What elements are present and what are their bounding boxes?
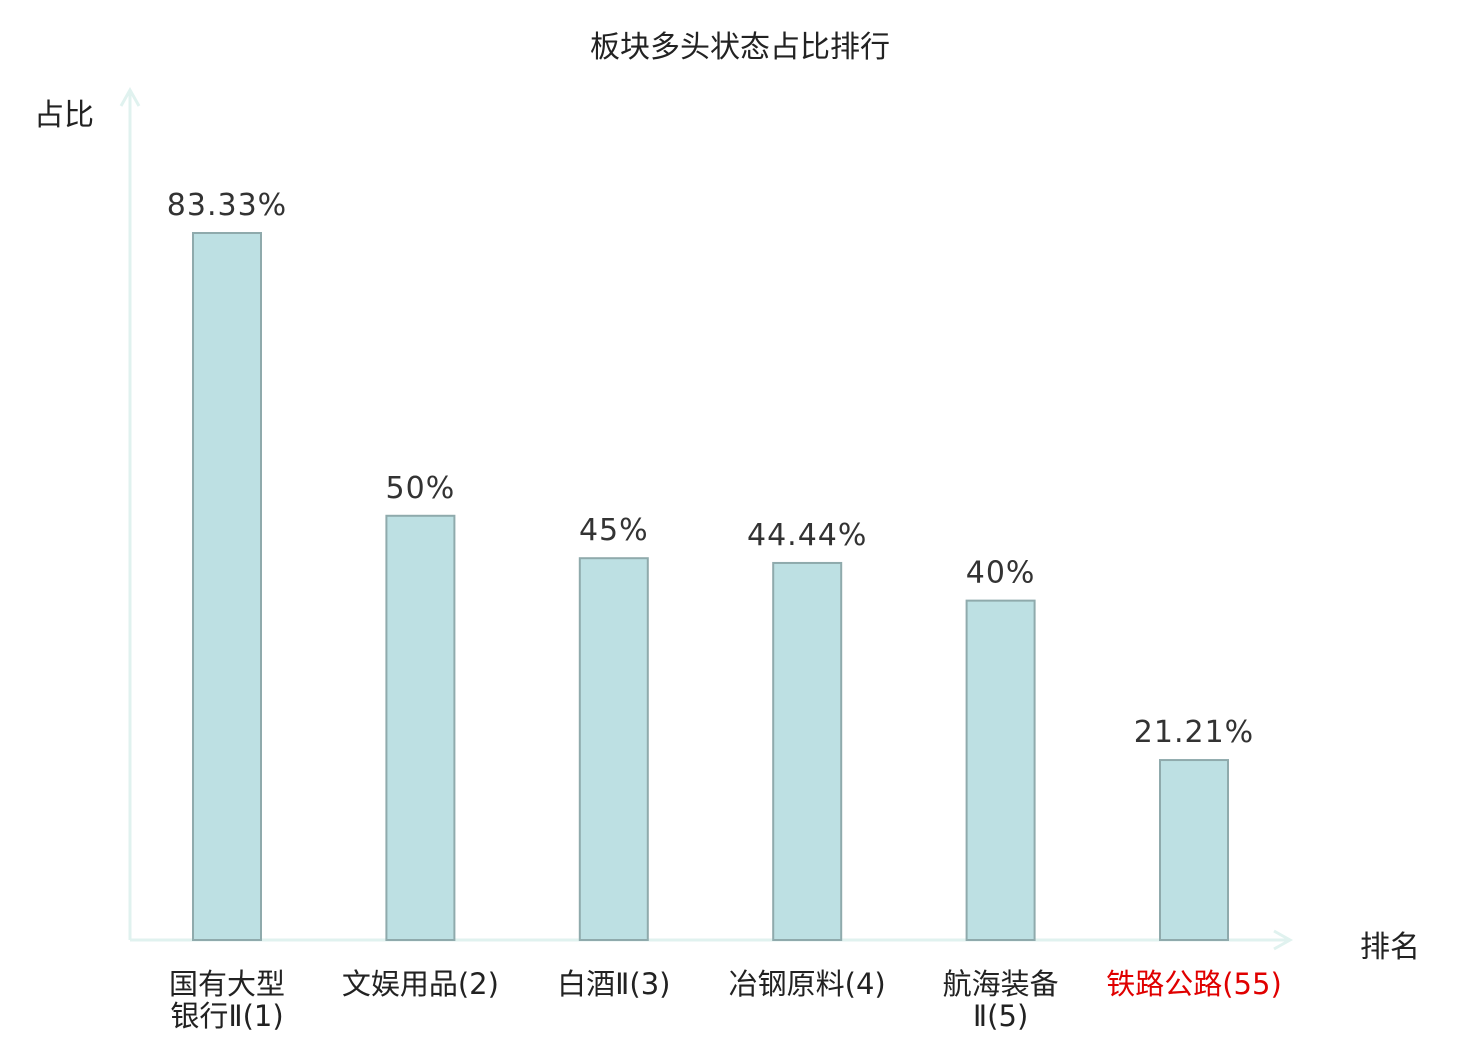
x-axis-label: 排名 (1360, 930, 1420, 965)
bar-value-label: 50% (386, 471, 456, 506)
x-tick-label: 航海装备 (943, 967, 1059, 1001)
bar-value-label: 83.33% (167, 188, 287, 223)
y-axis-arrow (119, 86, 141, 107)
bar (385, 514, 456, 941)
x-tick-label: 白酒Ⅱ(3) (557, 967, 670, 1001)
x-tick-label: Ⅱ(5) (973, 999, 1028, 1033)
bar (1159, 759, 1229, 942)
bar (772, 561, 843, 941)
y-axis-label: 占比 (34, 98, 94, 133)
x-tick-label: 文娱用品(2) (342, 967, 499, 1001)
x-tick-label: 银行Ⅱ(1) (170, 999, 283, 1033)
bar-value-label: 44.44% (747, 518, 867, 553)
x-tick-label: 铁路公路(55) (1106, 967, 1282, 1001)
bar-value-label: 21.21% (1134, 715, 1254, 750)
x-tick-label: 国有大型 (169, 967, 285, 1001)
bar-value-label: 40% (966, 556, 1036, 591)
bar (192, 232, 262, 941)
x-tick-label: 冶钢原料(4) (729, 967, 886, 1001)
bar (578, 557, 649, 941)
bar-value-label: 45% (579, 513, 649, 548)
chart-title: 板块多头状态占比排行 (590, 30, 890, 65)
x-axis-arrow (1273, 929, 1294, 951)
bar (965, 599, 1036, 941)
